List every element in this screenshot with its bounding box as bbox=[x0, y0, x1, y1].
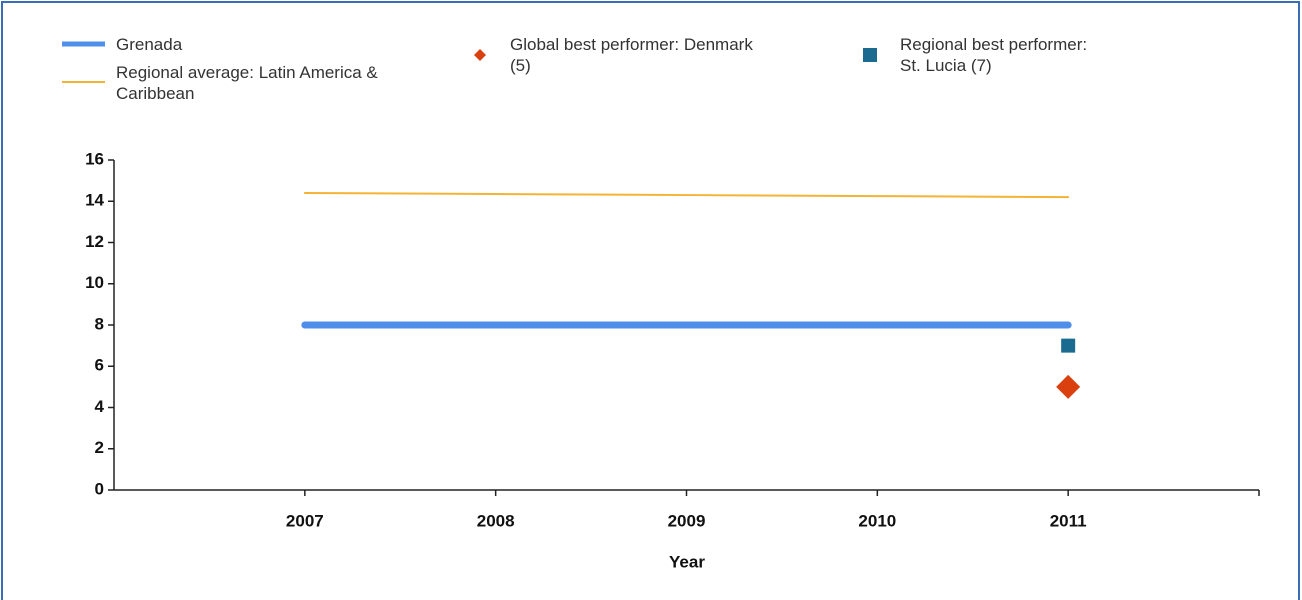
y-tick-label: 8 bbox=[95, 314, 104, 333]
x-tick-label: 2011 bbox=[1050, 511, 1087, 530]
y-tick-label: 0 bbox=[95, 479, 104, 498]
x-tick-label: 2010 bbox=[858, 511, 896, 530]
y-tick-label: 2 bbox=[95, 438, 104, 457]
legend-swatch bbox=[474, 49, 486, 61]
square-marker bbox=[1061, 338, 1076, 353]
y-tick-label: 14 bbox=[85, 191, 104, 210]
y-tick-label: 10 bbox=[85, 273, 104, 292]
y-tick-label: 6 bbox=[95, 356, 104, 375]
y-tick-label: 12 bbox=[85, 232, 104, 251]
y-tick-label: 16 bbox=[85, 149, 104, 168]
legend-label: Grenada bbox=[116, 35, 183, 54]
x-tick-label: 2008 bbox=[477, 511, 515, 530]
x-axis-label: Year bbox=[669, 552, 705, 571]
x-tick-label: 2007 bbox=[286, 511, 324, 530]
legend-label: Global best performer: Denmark (5) bbox=[510, 35, 753, 75]
y-tick-label: 4 bbox=[95, 397, 105, 416]
legend-label: Regional average: Latin America & Caribb… bbox=[116, 63, 378, 103]
diamond-marker bbox=[1056, 374, 1081, 399]
x-tick-label: 2009 bbox=[668, 511, 706, 530]
series-line bbox=[303, 192, 1070, 199]
legend-label: Regional best performer: St. Lucia (7) bbox=[900, 35, 1088, 75]
legend-swatch bbox=[863, 48, 877, 62]
